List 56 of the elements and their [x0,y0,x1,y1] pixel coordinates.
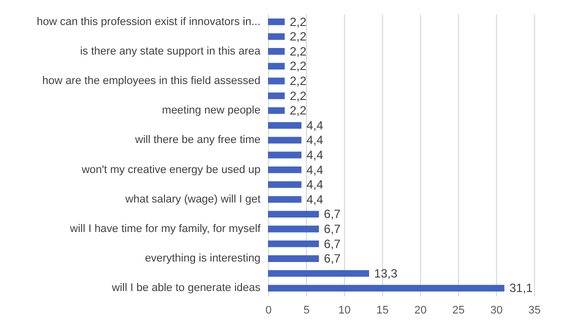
data-label: 31,1 [509,281,534,296]
y-tick-label: what salary (wage) will I get [124,193,260,206]
data-label: 2,2 [290,88,307,103]
x-tick-label: 20 [414,304,427,316]
x-tick-label: 35 [528,304,541,316]
x-tick-label: 0 [265,304,272,316]
x-tick-label: 10 [338,304,351,316]
bar [268,210,319,218]
y-tick-label: will there be any free time [134,134,260,146]
y-tick-label: how are the employees in this field assessed [42,74,260,87]
data-label: 4,4 [306,133,324,148]
bar [268,33,285,40]
data-label: 4,4 [306,162,324,177]
data-label: 4,4 [306,178,324,192]
data-label: 2,2 [290,104,307,118]
x-tick-label: 25 [452,304,465,316]
data-label: 2,2 [290,14,307,29]
bar [268,181,302,188]
x-tick-label: 5 [303,304,310,316]
data-label: 2,2 [290,44,307,58]
bar [268,152,302,158]
bar [268,122,302,129]
x-tick-label: 15 [376,304,389,316]
data-label: 2,2 [290,59,307,74]
bar [268,107,285,114]
bar [268,62,285,70]
bar [268,136,302,144]
y-tick-label: will I be able to generate ideas [110,282,261,294]
bar [268,92,285,100]
bar [268,166,302,174]
bar [268,48,285,55]
bar [268,284,504,292]
data-label: 4,4 [306,192,324,206]
y-tick-label: won't my creative energy be used up [80,164,260,176]
data-label: 4,4 [306,148,324,162]
data-label: 13,3 [374,266,398,280]
bar [268,18,285,26]
bar [268,270,370,277]
data-label: 4,4 [306,118,324,132]
data-label: 6,7 [324,252,341,266]
bar [268,226,319,232]
y-tick-label: meeting new people [162,104,260,117]
bar [268,255,319,262]
bar [268,240,319,248]
bar [268,196,302,203]
y-tick-label: will I have time for my family, for myself [69,223,262,236]
x-tick-label: 30 [490,304,503,316]
y-tick-label: is there any state support in this area [80,45,262,58]
data-label: 2,2 [290,74,307,88]
data-label: 6,7 [324,207,341,222]
data-label: 6,7 [324,222,341,236]
data-label: 6,7 [324,236,341,251]
data-label: 2,2 [290,30,307,44]
y-tick-label: how can this profession exist if innovators in... [36,16,260,28]
bar [268,78,285,84]
y-tick-label: everything is interesting [144,252,260,265]
